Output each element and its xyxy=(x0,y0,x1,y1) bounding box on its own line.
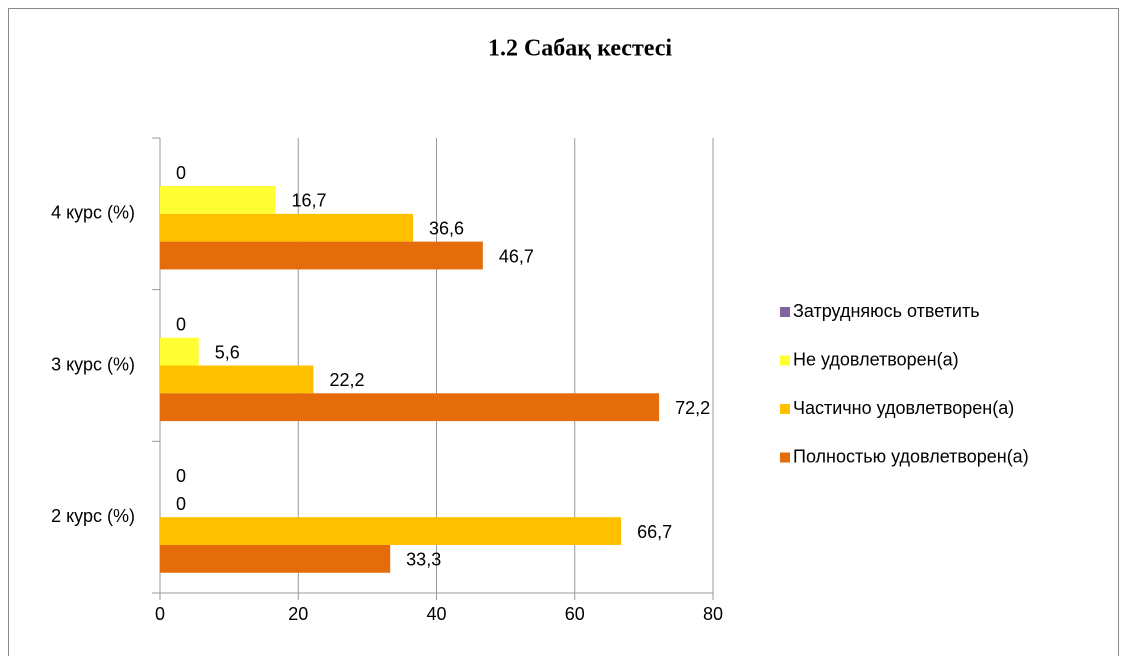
legend-swatch xyxy=(780,404,790,414)
bar xyxy=(160,186,276,214)
legend-label: Не удовлетворен(а) xyxy=(793,349,959,369)
data-label: 46,7 xyxy=(499,246,534,266)
bar xyxy=(160,517,622,545)
legend-swatch xyxy=(780,452,790,463)
bar xyxy=(160,213,413,242)
bar xyxy=(160,393,660,422)
bar xyxy=(160,365,314,394)
data-label: 0 xyxy=(176,494,186,514)
legend-label: Затрудняюсь ответить xyxy=(793,301,980,321)
data-label: 5,6 xyxy=(215,342,240,362)
bar xyxy=(160,241,483,270)
data-label: 33,3 xyxy=(406,550,441,570)
data-label: 16,7 xyxy=(291,191,326,211)
data-label: 72,2 xyxy=(675,398,710,418)
legend-swatch xyxy=(780,307,790,317)
data-label: 0 xyxy=(176,315,186,335)
x-tick-label: 40 xyxy=(426,604,446,624)
chart-title: 1.2 Сабақ кестесі xyxy=(488,36,672,62)
data-label: 0 xyxy=(176,466,186,486)
legend-swatch xyxy=(780,355,790,366)
bar xyxy=(160,337,199,366)
x-tick-label: 60 xyxy=(565,604,585,624)
legend-label: Полностью удовлетворен(а) xyxy=(793,446,1029,466)
data-label: 36,6 xyxy=(429,218,464,238)
y-tick-label: 4 курс (%) xyxy=(51,203,135,223)
bar xyxy=(160,544,391,573)
legend-label: Частично удовлетворен(а) xyxy=(793,398,1014,418)
y-tick-label: 3 курс (%) xyxy=(51,354,135,374)
y-tick-label: 2 курс (%) xyxy=(51,506,135,526)
x-tick-label: 0 xyxy=(155,604,165,624)
data-label: 22,2 xyxy=(329,370,364,390)
data-label: 0 xyxy=(176,163,186,183)
x-tick-label: 20 xyxy=(288,604,308,624)
x-tick-label: 80 xyxy=(703,604,723,624)
data-label: 66,7 xyxy=(637,522,672,542)
